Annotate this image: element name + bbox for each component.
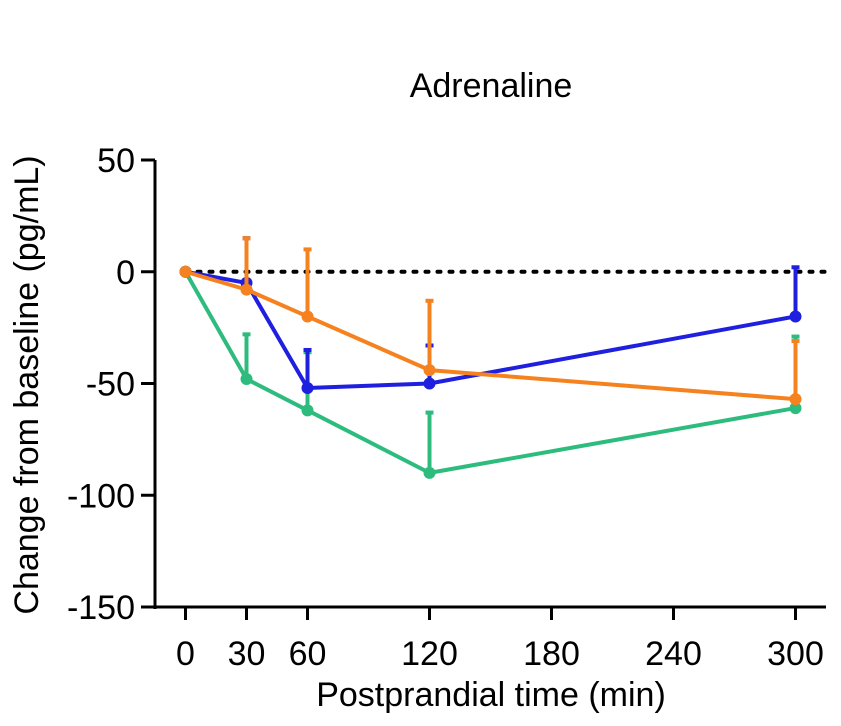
data-point bbox=[301, 381, 314, 394]
data-point bbox=[423, 466, 436, 479]
series-2 bbox=[179, 236, 802, 394]
data-point bbox=[789, 393, 802, 406]
y-tick-label: -150 bbox=[67, 589, 135, 627]
series-line bbox=[185, 269, 796, 390]
chart-title: Adrenaline bbox=[410, 67, 573, 105]
x-tick-label: 180 bbox=[523, 635, 580, 673]
x-tick-label: 120 bbox=[401, 635, 458, 673]
y-axis-label: Change from baseline (pg/mL) bbox=[8, 155, 46, 614]
data-point bbox=[301, 310, 314, 323]
x-axis-label: Postprandial time (min) bbox=[316, 676, 666, 714]
series-layer bbox=[179, 236, 802, 479]
data-point bbox=[179, 265, 192, 278]
data-point bbox=[240, 283, 253, 296]
x-tick-label: 240 bbox=[645, 635, 702, 673]
y-tick-label: 50 bbox=[97, 142, 135, 180]
data-point bbox=[789, 310, 802, 323]
data-point bbox=[240, 373, 253, 386]
y-tick-label: -50 bbox=[86, 366, 135, 404]
y-tick-label: 0 bbox=[116, 254, 135, 292]
series-3 bbox=[179, 236, 802, 406]
data-point bbox=[423, 364, 436, 377]
data-point bbox=[423, 377, 436, 390]
x-tick-label: 300 bbox=[767, 635, 824, 673]
data-point bbox=[301, 404, 314, 417]
data-point bbox=[789, 402, 802, 415]
y-tick-label: -100 bbox=[67, 477, 135, 515]
x-tick-label: 60 bbox=[289, 635, 327, 673]
x-axis: 0 30 60 120 180 240 300 bbox=[155, 605, 826, 673]
y-axis: 50 0 -50 -100 -150 bbox=[67, 142, 157, 627]
x-tick-label: 30 bbox=[228, 635, 266, 673]
x-tick-label: 0 bbox=[176, 635, 195, 673]
